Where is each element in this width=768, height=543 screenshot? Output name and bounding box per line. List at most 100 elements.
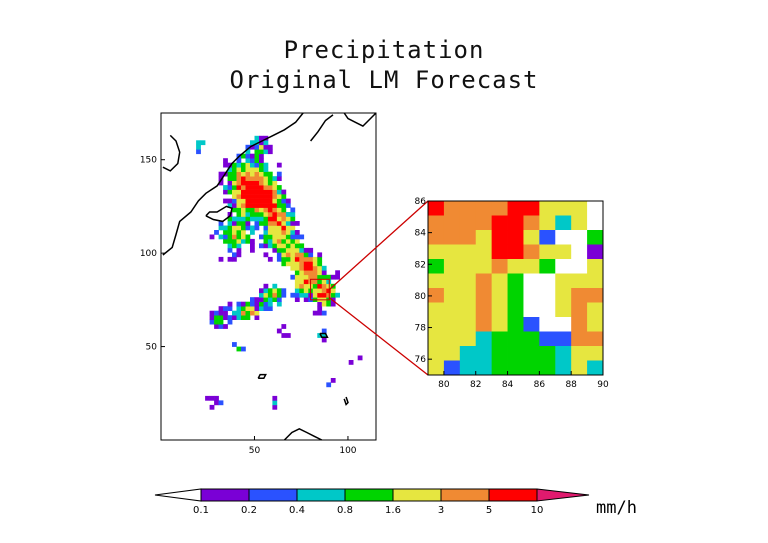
precip-cell <box>281 247 287 253</box>
precip-cell <box>272 395 278 401</box>
precip-cell <box>227 234 233 240</box>
precip-cell <box>317 270 323 276</box>
zoom-cell <box>507 346 524 361</box>
zoom-cell <box>555 201 572 216</box>
zoom-cell <box>443 346 461 361</box>
zoom-cell <box>539 201 556 216</box>
precip-cell <box>227 256 233 262</box>
precip-cell <box>209 234 215 240</box>
precip-cell <box>236 189 242 195</box>
chart-title-line1: Precipitation <box>283 36 485 64</box>
precip-cell <box>263 203 269 208</box>
precip-cell <box>250 176 255 181</box>
precip-cell <box>245 315 251 320</box>
precip-cell <box>236 306 242 311</box>
precip-cell <box>245 198 251 204</box>
precip-cell <box>245 221 251 226</box>
precip-cell <box>250 158 255 163</box>
precip-cell <box>312 256 318 262</box>
precip-cell <box>232 252 237 258</box>
zoom-cell <box>507 331 524 347</box>
precip-cell <box>241 306 246 311</box>
precip-cell <box>218 306 224 311</box>
precip-cell <box>281 189 287 195</box>
precip-cell <box>272 297 278 302</box>
precipitation-field <box>196 135 363 410</box>
zoom-cell <box>507 244 524 260</box>
precip-cell <box>263 135 269 141</box>
precip-cell <box>259 221 264 226</box>
main-map-frame <box>160 112 377 441</box>
precip-cell <box>303 256 309 262</box>
precip-cell <box>281 256 287 262</box>
precip-cell <box>263 230 269 235</box>
precip-cell <box>259 297 264 302</box>
precip-cell <box>321 265 327 271</box>
precip-cell <box>232 198 237 204</box>
precip-cell <box>227 180 233 186</box>
precip-cell <box>263 167 269 172</box>
precip-cell <box>259 243 264 249</box>
precip-cell <box>312 310 318 316</box>
precip-cell <box>209 395 215 401</box>
zoom-cell <box>555 360 572 376</box>
precip-cell <box>308 265 314 271</box>
precip-cell <box>308 247 314 253</box>
precip-cell <box>281 230 287 235</box>
zoom-cell <box>571 230 588 245</box>
precip-cell <box>312 261 318 267</box>
precip-cell <box>209 315 215 320</box>
precip-cell <box>312 265 318 271</box>
zoom-cell <box>428 259 445 274</box>
precip-cell <box>232 221 237 226</box>
precip-cell <box>272 230 278 235</box>
precip-cell <box>276 238 282 244</box>
precip-cell <box>232 230 237 235</box>
zoom-cell <box>587 346 604 361</box>
precip-cell <box>290 212 296 217</box>
precip-cell <box>254 310 260 316</box>
precip-cell <box>254 203 260 208</box>
precip-cell <box>223 315 228 320</box>
precip-cell <box>290 243 296 249</box>
precip-cell <box>259 203 264 208</box>
precip-cell <box>267 292 273 298</box>
precip-cell <box>218 400 224 406</box>
zoom-cell <box>587 360 604 376</box>
zoom-y-tick-label: 80 <box>415 292 427 302</box>
precip-cell <box>263 301 269 307</box>
precip-cell <box>196 149 201 155</box>
zoom-cell <box>443 331 461 347</box>
precip-cell <box>241 212 246 217</box>
zoom-cell <box>539 302 556 318</box>
zoom-cell <box>523 288 540 303</box>
precip-cell <box>299 234 305 240</box>
precip-cell <box>267 203 273 208</box>
precip-cell <box>272 225 278 231</box>
precip-cell <box>272 212 278 217</box>
precip-cell <box>241 315 246 320</box>
precip-cell <box>267 194 273 199</box>
zoom-cell <box>539 346 556 361</box>
precip-cell <box>267 225 273 231</box>
precip-cell <box>245 180 251 186</box>
x-tick-label: 100 <box>339 446 356 456</box>
precip-cell <box>236 247 242 253</box>
precip-cell <box>290 292 296 298</box>
precip-cell <box>326 274 332 280</box>
zoom-cell <box>539 230 556 245</box>
precip-cell <box>303 265 309 271</box>
precip-cell <box>241 153 246 159</box>
precip-cell <box>317 301 323 307</box>
precip-cell <box>259 135 264 141</box>
precip-cell <box>272 243 278 249</box>
precip-cell <box>281 243 287 249</box>
zoom-cell <box>555 215 572 231</box>
precip-cell <box>232 185 237 190</box>
precip-cell <box>326 292 332 298</box>
precip-cell <box>267 149 273 155</box>
precip-cell <box>241 225 246 231</box>
precip-cell <box>263 185 269 190</box>
precip-cell <box>241 216 246 222</box>
precip-cell <box>321 333 327 338</box>
